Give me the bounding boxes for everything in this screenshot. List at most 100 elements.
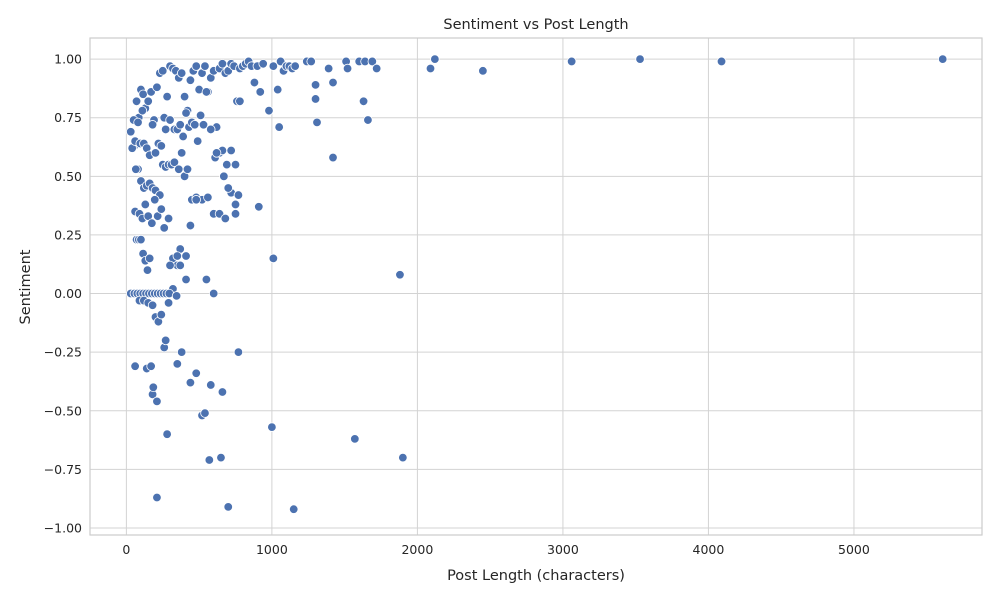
data-point xyxy=(126,127,136,137)
data-point xyxy=(273,84,283,95)
data-point xyxy=(178,131,188,142)
data-point xyxy=(156,204,167,214)
data-point xyxy=(230,209,241,219)
data-point xyxy=(274,122,284,132)
data-point xyxy=(162,91,172,102)
data-point xyxy=(219,171,229,182)
data-point xyxy=(217,59,228,69)
data-point xyxy=(131,164,141,174)
data-point xyxy=(208,288,219,299)
data-point xyxy=(191,61,201,71)
data-point xyxy=(216,452,226,463)
y-tick-labels: −1.00 −0.75 −0.50 −0.25 0.00 0.25 0.50 0.75 1.00 xyxy=(44,52,82,536)
x-tick-labels: 0 1000 2000 3000 4000 5000 xyxy=(122,542,869,557)
y-axis-label: Sentiment xyxy=(18,249,34,324)
data-point xyxy=(367,56,377,67)
chart-title: Sentiment vs Post Length xyxy=(443,17,628,33)
data-point xyxy=(290,61,300,71)
data-point xyxy=(222,159,232,170)
x-tick-label: 5000 xyxy=(838,542,870,557)
data-point xyxy=(156,309,167,320)
data-point xyxy=(150,195,160,205)
data-point xyxy=(192,136,203,146)
data-point xyxy=(185,75,196,85)
data-point xyxy=(310,94,321,104)
data-point xyxy=(182,164,193,174)
data-point xyxy=(146,361,156,371)
data-point xyxy=(312,117,322,128)
data-point xyxy=(152,396,162,407)
plot-frame xyxy=(89,37,983,536)
data-point xyxy=(148,382,158,393)
data-point xyxy=(635,54,645,64)
data-point xyxy=(230,159,241,170)
data-point xyxy=(233,347,244,357)
data-point xyxy=(233,190,244,200)
x-tick-label: 3000 xyxy=(547,542,579,557)
data-point xyxy=(230,199,241,210)
data-point xyxy=(160,335,171,346)
data-point xyxy=(938,54,948,64)
x-tick-label: 0 xyxy=(122,542,130,557)
data-point xyxy=(310,80,321,90)
data-point xyxy=(144,253,155,264)
data-point xyxy=(217,387,228,397)
data-point xyxy=(163,298,174,308)
data-point xyxy=(179,91,190,102)
data-point xyxy=(137,105,148,116)
data-point xyxy=(220,213,231,224)
data-point xyxy=(201,87,212,97)
data-point xyxy=(181,108,191,118)
data-point xyxy=(152,492,162,503)
data-point xyxy=(203,192,213,203)
data-point xyxy=(206,380,216,390)
data-point xyxy=(185,220,196,231)
data-point xyxy=(235,96,245,106)
data-point xyxy=(171,291,182,301)
data-point xyxy=(198,120,209,130)
data-point xyxy=(264,105,274,116)
data-point xyxy=(136,234,146,245)
data-point xyxy=(716,56,727,67)
data-point xyxy=(398,452,408,463)
data-point xyxy=(143,96,153,106)
data-point xyxy=(159,223,169,233)
data-point xyxy=(363,115,373,125)
y-tick-label: 0.00 xyxy=(54,286,82,301)
data-point xyxy=(566,56,577,67)
data-point xyxy=(200,61,210,71)
data-point xyxy=(191,195,201,205)
data-point xyxy=(254,202,264,212)
data-point xyxy=(430,54,440,64)
y-tick-label: −1.00 xyxy=(44,520,82,535)
data-point xyxy=(267,422,277,432)
x-tick-label: 4000 xyxy=(693,542,725,557)
data-point xyxy=(176,347,187,357)
data-point xyxy=(350,434,360,444)
data-point xyxy=(147,218,157,228)
data-point xyxy=(176,148,187,158)
data-point xyxy=(358,96,369,106)
x-axis-label: Post Length (characters) xyxy=(447,568,625,584)
data-point xyxy=(223,183,233,193)
data-point xyxy=(147,120,158,130)
data-point xyxy=(190,120,200,130)
data-point xyxy=(133,117,143,128)
data-point xyxy=(191,368,201,378)
data-point xyxy=(306,56,316,67)
data-point xyxy=(323,63,334,74)
data-point xyxy=(342,63,353,74)
data-point xyxy=(268,253,279,264)
data-point xyxy=(147,300,158,310)
x-tick-label: 2000 xyxy=(401,542,433,557)
x-tick-label: 1000 xyxy=(256,542,288,557)
x-gridlines xyxy=(125,38,855,535)
data-point xyxy=(211,148,222,158)
data-point xyxy=(226,145,236,156)
data-point xyxy=(152,82,162,92)
data-point xyxy=(165,260,175,271)
y-tick-label: 1.00 xyxy=(54,52,82,67)
data-point xyxy=(200,408,210,418)
y-tick-label: 0.75 xyxy=(54,110,82,125)
data-point xyxy=(172,359,183,369)
